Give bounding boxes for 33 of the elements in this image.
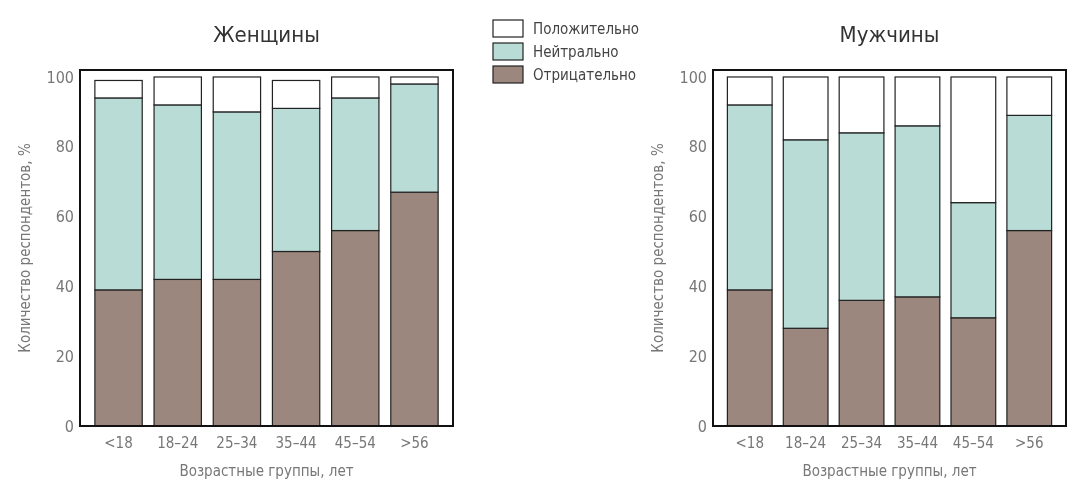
x-axis-title: Возрастные группы, лет (802, 462, 977, 480)
legend-label: Отрицательно (533, 66, 637, 85)
y-axis-title: Количество респондентов, % (649, 143, 667, 353)
y-tick-label: 80 (688, 137, 707, 157)
y-tick-label: 100 (679, 67, 707, 87)
x-tick-label: 25–34 (216, 434, 258, 452)
y-tick-label: 0 (64, 416, 74, 436)
legend-label: Нейтрально (533, 43, 619, 62)
x-tick-label: <18 (104, 434, 133, 452)
y-tick-label: 60 (688, 207, 707, 227)
y-tick-label: 100 (46, 67, 74, 87)
x-tick-label: 18–24 (785, 434, 827, 452)
x-tick-label: 35–44 (275, 434, 317, 452)
x-tick-label: 45–54 (334, 434, 376, 452)
x-tick-label: <18 (735, 434, 764, 452)
y-tick-label: 0 (697, 416, 707, 436)
x-tick-label: >56 (400, 434, 429, 452)
x-tick-label: 45–54 (952, 434, 994, 452)
x-tick-label: 35–44 (896, 434, 938, 452)
x-tick-label: 25–34 (841, 434, 883, 452)
legend-label: Положительно (533, 20, 640, 39)
x-axis-title: Возрастные группы, лет (179, 462, 354, 480)
chart-title: Женщины (213, 22, 320, 47)
x-tick-label: >56 (1015, 434, 1044, 452)
x-tick-label: 18–24 (157, 434, 199, 452)
y-tick-label: 20 (688, 346, 707, 366)
y-tick-label: 20 (55, 346, 74, 366)
y-tick-label: 40 (55, 276, 74, 296)
y-axis-title: Количество респондентов, % (16, 143, 34, 353)
y-tick-label: 40 (688, 276, 707, 296)
chart-title: Мужчины (839, 22, 940, 47)
y-tick-label: 80 (55, 137, 74, 157)
y-tick-label: 60 (55, 207, 74, 227)
